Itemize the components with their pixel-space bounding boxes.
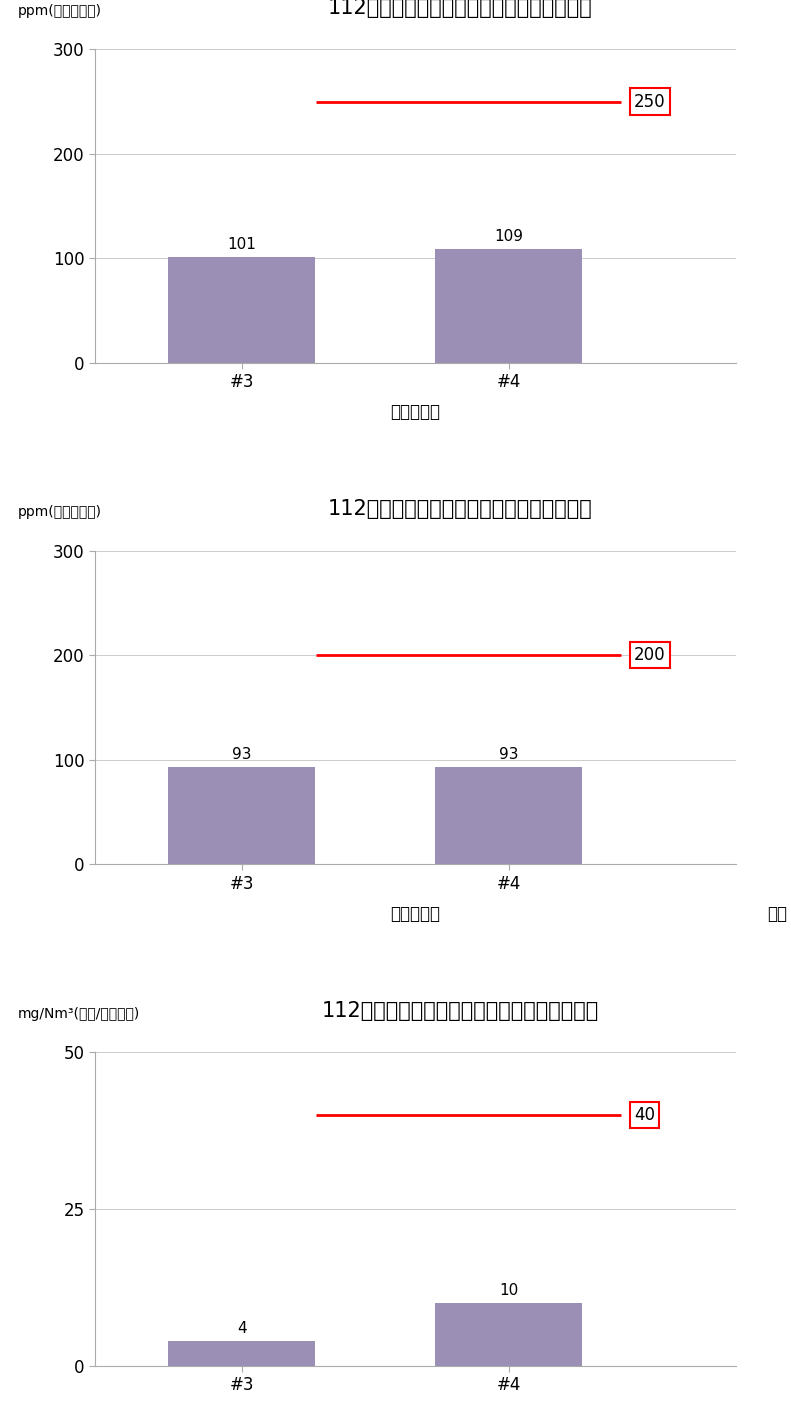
Bar [435,1302,582,1366]
Text: ppm(百萬分之一): ppm(百萬分之一) [18,505,102,520]
Text: 101: 101 [227,238,256,252]
Text: 協和發電廠: 協和發電廠 [390,1407,441,1408]
Text: 250: 250 [634,93,666,110]
Text: 協和發電廠: 協和發電廠 [390,905,441,924]
Text: 機組: 機組 [767,1407,787,1408]
Text: 112年燃油電廠各機組氮氧化物平均排放濃度: 112年燃油電廠各機組氮氧化物平均排放濃度 [327,500,592,520]
Text: 10: 10 [499,1283,518,1298]
Text: 109: 109 [494,230,523,244]
Bar [435,249,582,363]
Bar [435,767,582,865]
Text: 112年燃油電廠各機組粒狀污染物平均排放濃度: 112年燃油電廠各機組粒狀污染物平均排放濃度 [321,1001,599,1021]
Text: 93: 93 [232,748,252,762]
Text: 112年燃油電廠各機組硫氧化物平均排放濃度: 112年燃油電廠各機組硫氧化物平均排放濃度 [327,0,592,18]
Text: mg/Nm³(毫克/立方公尺): mg/Nm³(毫克/立方公尺) [18,1007,140,1021]
Bar [168,1340,315,1366]
Text: 200: 200 [634,646,666,665]
Text: ppm(百萬分之一): ppm(百萬分之一) [18,4,102,18]
Text: 40: 40 [634,1107,655,1124]
Text: 協和發電廠: 協和發電廠 [390,404,441,421]
Bar [168,258,315,363]
Bar [168,767,315,865]
Text: 4: 4 [237,1321,247,1336]
Text: 機組: 機組 [767,905,787,924]
Text: 93: 93 [499,748,518,762]
